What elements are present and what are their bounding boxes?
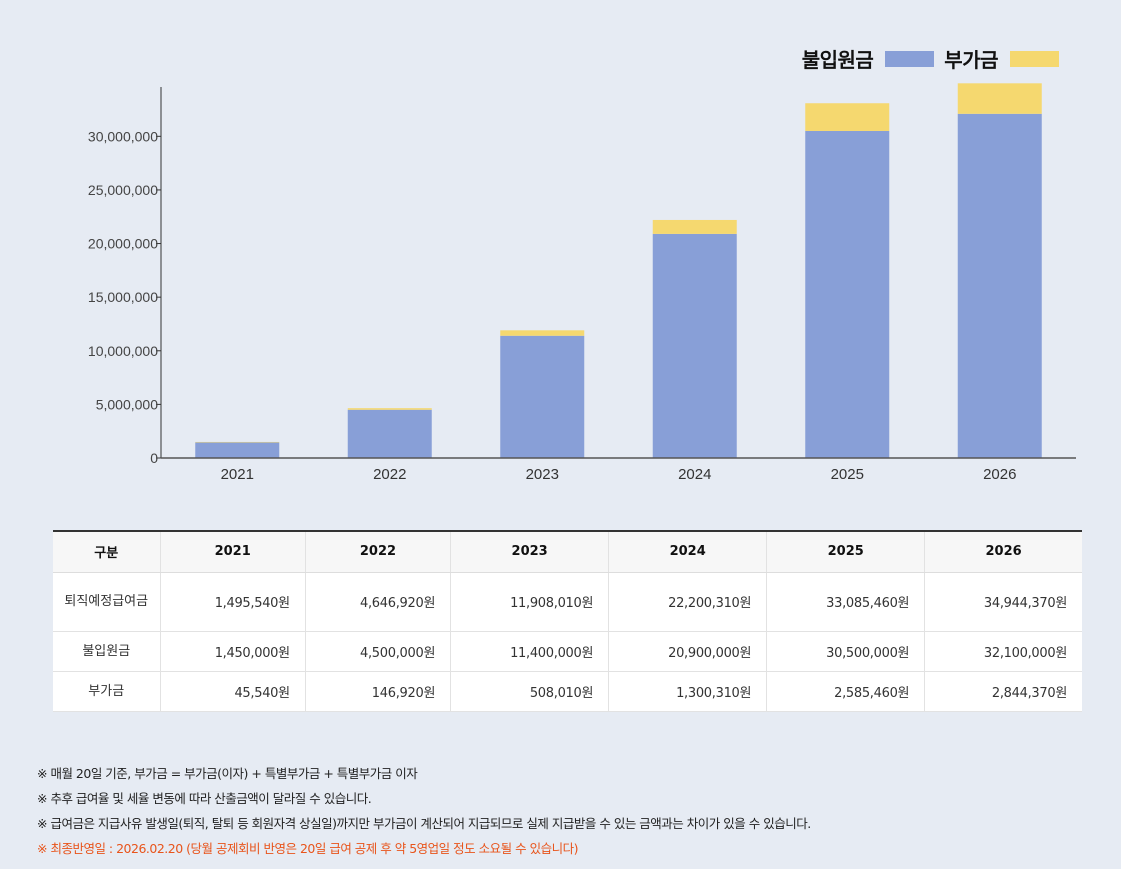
table-cell: 1,300,310원 bbox=[608, 671, 768, 712]
header-cell: 2022 bbox=[305, 530, 452, 573]
table-cell: 1,450,000원 bbox=[160, 631, 306, 672]
table-cell: 2,844,370원 bbox=[924, 671, 1082, 712]
y-axis: 0 5,000,000 10,000,000 15,000,000 20,000,000… bbox=[88, 87, 162, 466]
x-tick-label: 2022 bbox=[373, 466, 406, 483]
header-cell: 2024 bbox=[608, 530, 768, 573]
x-tick-label: 2021 bbox=[221, 466, 254, 483]
table-cell: 4,500,000원 bbox=[305, 631, 452, 672]
bar-principal bbox=[347, 409, 432, 458]
y-tick-label: 25,000,000 bbox=[88, 182, 158, 198]
bar-extra bbox=[805, 103, 890, 131]
y-tick-label: 30,000,000 bbox=[88, 128, 158, 144]
bars-group bbox=[195, 83, 1042, 458]
table-cell: 2,585,460원 bbox=[766, 671, 926, 712]
header-cell: 2021 bbox=[160, 530, 306, 573]
note-line: ※ 매월 20일 기준, 부가금 = 부가금(이자) + 특별부가금 + 특별부… bbox=[37, 766, 418, 781]
y-tick-label: 5,000,000 bbox=[96, 396, 158, 412]
note-line-highlight: ※ 최종반영일 : 2026.02.20 (당월 공제회비 반영은 20일 급여… bbox=[37, 841, 578, 856]
legend-item-principal: 불입원금 bbox=[802, 44, 935, 73]
bar-principal bbox=[652, 233, 737, 458]
header-cell: 구분 bbox=[53, 530, 161, 573]
bar-extra bbox=[347, 408, 432, 410]
summary-table: 구분 2021 2022 2023 2024 2025 2026 퇴직예정급여금… bbox=[53, 530, 1082, 712]
x-axis: 2021 2022 2023 2024 2025 2026 bbox=[161, 457, 1076, 483]
x-tick-label: 2026 bbox=[983, 466, 1016, 483]
bar-principal bbox=[195, 442, 280, 458]
row-label: 퇴직예정급여금 bbox=[53, 572, 161, 632]
table-row: 불입원금 1,450,000원 4,500,000원 11,400,000원 2… bbox=[53, 631, 1082, 672]
table-cell: 20,900,000원 bbox=[608, 631, 768, 672]
row-label: 부가금 bbox=[53, 671, 161, 712]
table-cell: 34,944,370원 bbox=[924, 572, 1082, 632]
bar-extra bbox=[652, 219, 737, 234]
y-tick-label: 10,000,000 bbox=[88, 343, 158, 359]
y-tick-label: 0 bbox=[150, 450, 158, 466]
stacked-bar-chart: 0 5,000,000 10,000,000 15,000,000 20,000,000… bbox=[88, 83, 1076, 483]
table-cell: 1,495,540원 bbox=[160, 572, 306, 632]
bar-principal bbox=[805, 130, 890, 458]
table-header-row: 구분 2021 2022 2023 2024 2025 2026 bbox=[53, 530, 1082, 573]
x-tick-label: 2024 bbox=[678, 466, 711, 483]
x-tick-label: 2025 bbox=[831, 466, 864, 483]
y-tick-label: 15,000,000 bbox=[88, 289, 158, 305]
legend-label-principal: 불입원금 bbox=[801, 48, 874, 72]
table-cell: 508,010원 bbox=[450, 671, 610, 712]
bar-extra bbox=[500, 330, 585, 336]
table-cell: 30,500,000원 bbox=[766, 631, 926, 672]
header-cell: 2026 bbox=[924, 530, 1082, 573]
x-tick-label: 2023 bbox=[526, 466, 559, 483]
table-cell: 11,908,010원 bbox=[450, 572, 610, 632]
table-row: 부가금 45,540원 146,920원 508,010원 1,300,310원… bbox=[53, 671, 1082, 712]
table-cell: 4,646,920원 bbox=[305, 572, 452, 632]
y-tick-label: 20,000,000 bbox=[88, 236, 158, 252]
legend-swatch-principal bbox=[885, 50, 935, 67]
table-cell: 146,920원 bbox=[305, 671, 452, 712]
bar-principal bbox=[500, 335, 585, 458]
table-cell: 11,400,000원 bbox=[450, 631, 610, 672]
bar-principal bbox=[957, 113, 1042, 458]
legend-swatch-extra bbox=[1010, 50, 1059, 67]
notes-section: ※ 매월 20일 기준, 부가금 = 부가금(이자) + 특별부가금 + 특별부… bbox=[37, 765, 811, 865]
bar-extra bbox=[957, 83, 1042, 114]
table-cell: 45,540원 bbox=[160, 671, 306, 712]
table-row: 퇴직예정급여금 1,495,540원 4,646,920원 11,908,010… bbox=[53, 572, 1082, 632]
header-cell: 2025 bbox=[766, 530, 926, 573]
legend-item-extra: 부가금 bbox=[944, 44, 1059, 73]
note-line: ※ 추후 급여율 및 세율 변동에 따라 산출금액이 달라질 수 있습니다. bbox=[37, 791, 372, 806]
table-cell: 22,200,310원 bbox=[608, 572, 768, 632]
chart-legend: 불입원금 부가금 bbox=[792, 44, 1059, 73]
table-cell: 33,085,460원 bbox=[766, 572, 926, 632]
header-cell: 2023 bbox=[450, 530, 610, 573]
note-line: ※ 급여금은 지급사유 발생일(퇴직, 탈퇴 등 회원자격 상실일)까지만 부가… bbox=[37, 816, 811, 831]
table-cell: 32,100,000원 bbox=[924, 631, 1082, 672]
row-label: 불입원금 bbox=[53, 631, 161, 672]
legend-label-extra: 부가금 bbox=[944, 48, 998, 72]
